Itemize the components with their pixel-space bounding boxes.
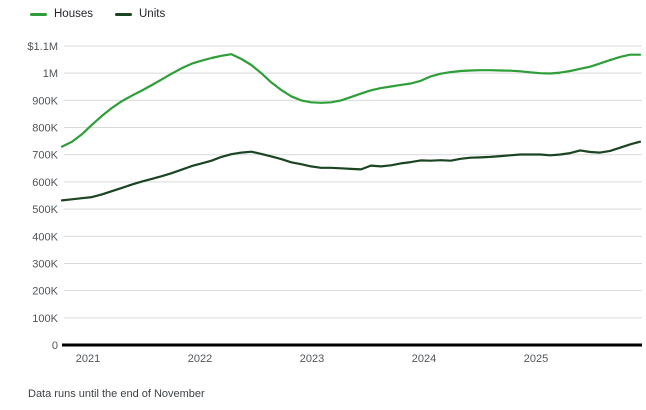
y-tick-label: 1M — [43, 68, 58, 80]
series-lines — [60, 53, 642, 202]
x-tick-label: 2021 — [76, 353, 100, 365]
legend-label-units: Units — [139, 8, 166, 20]
legend-item-houses[interactable]: Houses — [30, 8, 93, 20]
y-tick-label: $1.1M — [27, 41, 58, 53]
line-chart-plot-area[interactable]: $1.1M 1M 900K 800K 700K 600K 500K 400K 300K 200K 1… — [0, 0, 646, 380]
y-tick-label: 0 — [52, 340, 58, 352]
legend-label-houses: Houses — [54, 8, 93, 20]
units-line — [60, 140, 642, 202]
y-tick-label: 400K — [32, 231, 58, 243]
y-tick-label: 100K — [32, 313, 58, 325]
chart-footnote: Data runs until the end of November — [28, 388, 205, 400]
y-tick-label: 700K — [32, 150, 58, 162]
y-tick-label: 600K — [32, 177, 58, 189]
y-tick-label: 800K — [32, 123, 58, 135]
y-tick-label: 500K — [32, 204, 58, 216]
gridlines — [62, 45, 642, 347]
y-tick-label: 900K — [32, 95, 58, 107]
x-tick-label: 2022 — [188, 353, 212, 365]
y-tick-label: 200K — [32, 286, 58, 298]
x-tick-label: 2025 — [524, 353, 548, 365]
units-line-swatch — [115, 12, 132, 16]
y-axis-tick-labels: $1.1M 1M 900K 800K 700K 600K 500K 400K 300K 200K 1… — [27, 41, 58, 352]
y-tick-label: 300K — [32, 258, 58, 270]
x-tick-label: 2024 — [412, 353, 436, 365]
x-axis-tick-labels: 2021 2022 2023 2024 2025 — [76, 353, 548, 365]
houses-line-swatch — [30, 12, 47, 16]
legend: Houses Units — [30, 8, 165, 20]
x-tick-label: 2023 — [300, 353, 324, 365]
houses-line — [60, 53, 642, 148]
legend-item-units[interactable]: Units — [115, 8, 165, 20]
